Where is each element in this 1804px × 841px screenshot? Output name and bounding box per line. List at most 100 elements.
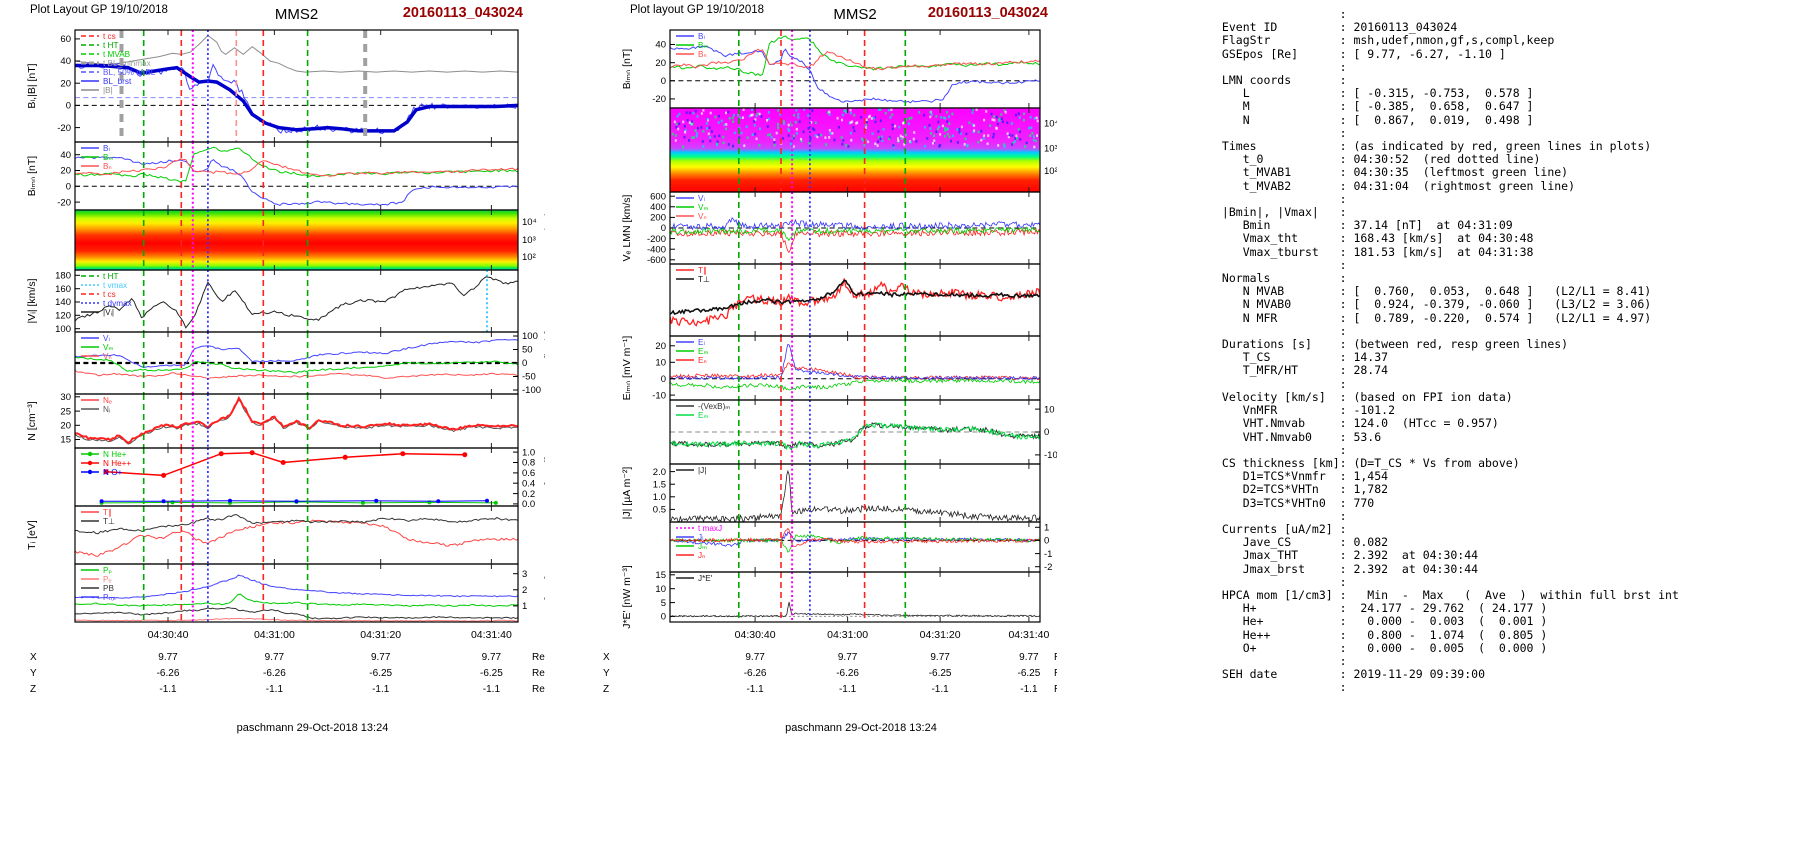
speckle	[878, 108, 880, 111]
time-tick-label: 04:31:20	[920, 629, 961, 641]
legend-label: Eₘ	[698, 347, 709, 356]
info-line: He++: 0.800 - 1.074 ( 0.805 )	[1215, 628, 1804, 642]
r-tick-label: 1	[1044, 523, 1049, 534]
info-value: : 04:30:35 (leftmost green line)	[1339, 165, 1569, 180]
info-value: : 53.6	[1339, 429, 1382, 444]
info-label: SEH date	[1215, 667, 1278, 682]
pos-value: -6.25	[369, 668, 392, 679]
speckle	[1022, 118, 1025, 122]
speckle	[891, 127, 894, 130]
info-value: : 37.14 [nT] at 04:31:09	[1339, 218, 1513, 233]
speckle	[797, 116, 800, 119]
y-tick-label: 5	[661, 598, 666, 609]
speckle	[1035, 116, 1038, 120]
r-tick-label: -2	[1044, 562, 1052, 573]
speckle	[700, 112, 703, 115]
pos-value: -1.1	[159, 684, 177, 695]
legend-label: t dvmax	[103, 299, 132, 308]
speckle	[758, 144, 761, 147]
legend-marker	[87, 451, 93, 457]
speckle	[998, 117, 1001, 121]
info-label: Vmax_tburst	[1215, 244, 1319, 259]
speckle	[871, 132, 874, 135]
legend-label: T⊥	[103, 517, 115, 526]
right-axis-label: Vᵢ LMN [km/s]	[543, 331, 545, 396]
info-line: Jave_CS: 0.082	[1215, 535, 1804, 549]
speckle	[907, 122, 910, 126]
y-axis-label: |J| [µA m⁻²]	[621, 467, 633, 520]
speckle	[1033, 145, 1036, 149]
info-value: : 124.0 (HTcc = 0.957)	[1339, 416, 1499, 431]
pos-value: -1.1	[372, 684, 390, 695]
y-tick-label: -20	[652, 94, 666, 105]
right-axis-label: P [nPa]	[543, 576, 545, 610]
info-value: : [ 0.760, 0.053, 0.648 ] (L2/L1 = 8.41)	[1339, 284, 1652, 299]
speckle	[966, 143, 969, 147]
speckle	[825, 143, 828, 146]
info-line: D3=TCS*VHTn0: 770	[1215, 496, 1804, 510]
speckle	[766, 125, 769, 128]
info-line: T_MFR/HT: 28.74	[1215, 364, 1804, 377]
series-N_O+	[101, 500, 488, 502]
speckle	[865, 118, 868, 121]
speckle	[1003, 143, 1006, 146]
speckle	[750, 114, 753, 117]
speckle	[898, 125, 901, 129]
info-value: :	[1339, 653, 1347, 668]
legend-label: PB	[103, 584, 114, 593]
right-axis-label: Energy (eV)	[543, 212, 545, 268]
legend-label: T⊥	[698, 275, 710, 284]
series-B_N	[670, 48, 1040, 71]
speckle	[864, 138, 867, 142]
info-line: |Bmin|, |Vmax|:	[1215, 205, 1804, 219]
speckle	[992, 132, 995, 136]
speckle	[795, 109, 798, 112]
speckle	[733, 131, 736, 135]
speckle	[841, 113, 844, 117]
speckle	[1006, 132, 1009, 135]
info-label: He+	[1215, 614, 1264, 629]
legend-label: Bₙ	[103, 162, 112, 171]
info-label: T_MFR/HT	[1215, 363, 1299, 378]
speckle	[913, 131, 916, 134]
info-value: : 2019-11-29 09:39:00	[1339, 667, 1486, 682]
speckle	[716, 140, 719, 143]
speckle	[1003, 109, 1006, 112]
info-value: : 1,782	[1339, 482, 1389, 497]
speckle	[795, 132, 798, 135]
speckle	[849, 111, 852, 115]
panel-border	[669, 571, 1041, 623]
speckle	[948, 122, 951, 125]
speckle	[738, 136, 741, 139]
y-tick-label: 15	[60, 435, 71, 446]
speckle	[777, 123, 779, 126]
panel-mid-6: 2.01.5 1.0 0.5 |J| [µA m⁻²] |J|	[621, 463, 1041, 523]
figure-title: MMS2	[833, 6, 877, 23]
speckle	[939, 144, 942, 147]
info-label: Normals	[1215, 271, 1271, 286]
speckle	[714, 115, 717, 119]
speckle	[1030, 126, 1033, 129]
speckle	[849, 108, 852, 112]
speckle	[926, 137, 929, 140]
speckle	[674, 134, 677, 137]
speckle	[929, 110, 932, 114]
speckle	[702, 130, 705, 133]
speckle	[872, 116, 875, 120]
panel-left-7: Tᵢ [eV] T∥T⊥	[26, 505, 519, 565]
speckle	[989, 124, 992, 127]
series-N_He++	[105, 451, 465, 477]
info-line: He+: 0.000 - 0.003 ( 0.001 )	[1215, 615, 1804, 628]
speckle	[1013, 140, 1016, 143]
info-line: H+: 24.177 - 29.762 ( 24.177 )	[1215, 601, 1804, 615]
info-label: Velocity [km/s]	[1215, 389, 1326, 404]
pos-unit: Re	[532, 668, 545, 679]
legend-label: |Vᵢ|	[103, 308, 114, 317]
y-tick-label: 10	[655, 584, 666, 595]
speckle	[868, 114, 871, 118]
info-value: : (between red, resp green lines)	[1339, 337, 1569, 352]
speckle	[1031, 132, 1034, 135]
speckle	[820, 133, 823, 137]
